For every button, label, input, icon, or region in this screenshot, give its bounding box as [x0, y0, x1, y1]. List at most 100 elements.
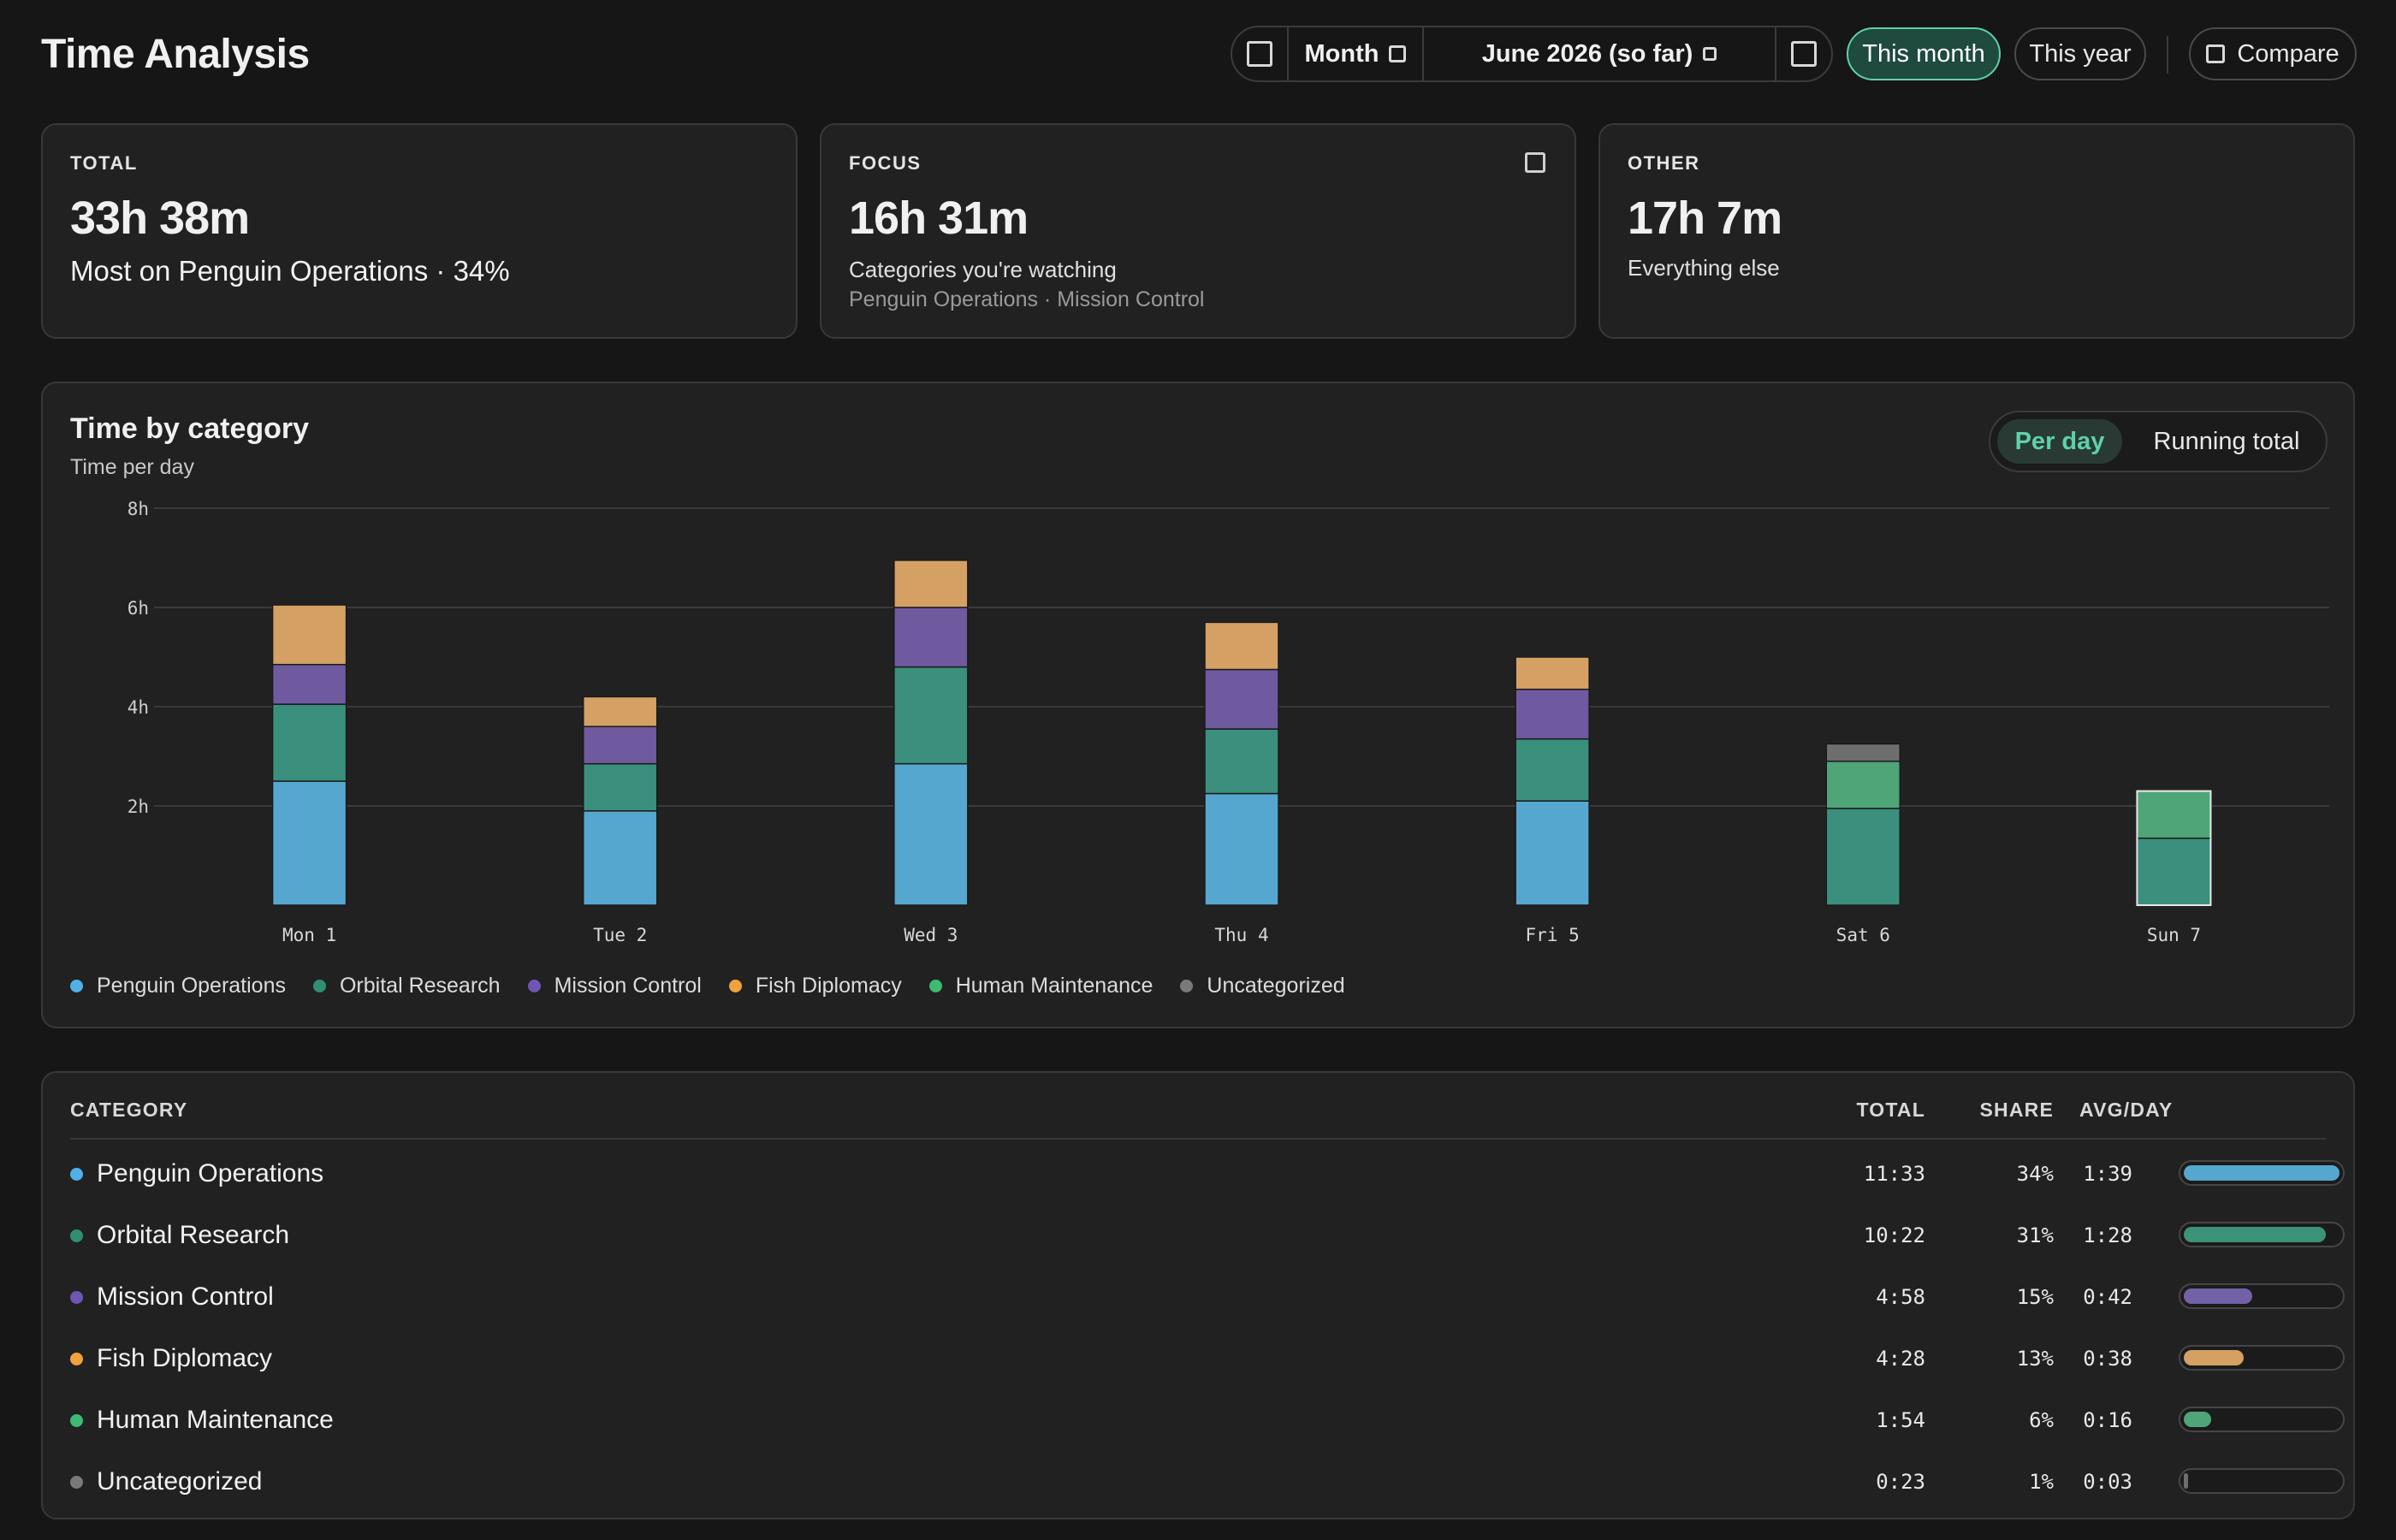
period-picker[interactable]: June 2026 (so far): [1424, 27, 1775, 80]
legend-dot-icon: [527, 980, 541, 992]
bar-segment-fish-diplomacy[interactable]: [582, 696, 658, 727]
column-header-avg[interactable]: AVG/DAY: [2079, 1099, 2174, 1121]
legend-item[interactable]: Mission Control: [527, 974, 702, 998]
table-row[interactable]: Uncategorized 0:23 1% 0:03: [70, 1451, 2345, 1513]
per-day-toggle[interactable]: Per day: [1997, 419, 2122, 464]
bar-segment-penguin-operations[interactable]: [1204, 792, 1279, 906]
legend-item[interactable]: Penguin Operations: [70, 974, 286, 998]
bar-segment-penguin-operations[interactable]: [271, 780, 347, 906]
compare-button[interactable]: Compare: [2189, 27, 2357, 80]
total-cell: 4:58: [1876, 1285, 1925, 1309]
legend-item[interactable]: Uncategorized: [1180, 974, 1345, 998]
chart-card: Time by category Time per day Per day Ru…: [41, 382, 2355, 1028]
bar-segment-penguin-operations[interactable]: [1515, 800, 1590, 906]
other-value: 17h 7m: [1628, 192, 1782, 244]
next-period-button[interactable]: [1776, 27, 1831, 80]
table-row[interactable]: Fish Diplomacy 4:28 13% 0:38: [70, 1328, 2345, 1389]
bar-segment-uncategorized[interactable]: [1825, 743, 1901, 762]
bar-tue-2[interactable]: [582, 696, 658, 906]
bar-segment-orbital-research[interactable]: [1825, 808, 1901, 906]
period-navigator: Month June 2026 (so far): [1231, 26, 1833, 82]
previous-period-button[interactable]: [1232, 27, 1287, 80]
bar-segment-orbital-research[interactable]: [893, 666, 969, 765]
category-dot-icon: [70, 1290, 83, 1304]
divider: [1287, 27, 1289, 80]
bar-segment-fish-diplomacy[interactable]: [1515, 656, 1590, 690]
table-row[interactable]: Mission Control 4:58 15% 0:42: [70, 1266, 2345, 1328]
legend-dot-icon: [1180, 980, 1194, 992]
bar-segment-fish-diplomacy[interactable]: [1204, 621, 1279, 671]
bar-fri-5[interactable]: [1515, 656, 1590, 906]
bar-sat-6[interactable]: [1825, 743, 1901, 906]
avg-cell: 0:42: [2083, 1285, 2132, 1309]
column-header-total[interactable]: TOTAL: [1856, 1099, 1925, 1121]
x-tick-label: Tue 2: [593, 925, 647, 945]
divider: [1422, 27, 1424, 80]
legend-item[interactable]: Orbital Research: [312, 974, 501, 998]
avg-cell: 0:38: [2083, 1347, 2132, 1371]
legend-item[interactable]: Fish Diplomacy: [728, 974, 902, 998]
x-tick-label: Wed 3: [904, 925, 958, 945]
bar-segment-orbital-research[interactable]: [2136, 837, 2212, 906]
chart-legend: Penguin Operations Orbital Research Missio…: [70, 974, 1373, 998]
bar-segment-mission-control[interactable]: [1515, 688, 1590, 740]
category-cell: Mission Control: [70, 1266, 274, 1328]
category-cell: Uncategorized: [70, 1451, 262, 1513]
period-mode-select[interactable]: Month: [1289, 27, 1422, 80]
preset-this-year-button[interactable]: This year: [2014, 27, 2146, 80]
chart-subtitle: Time per day: [70, 455, 194, 479]
bar-wed-3[interactable]: [893, 560, 969, 906]
category-name: Fish Diplomacy: [97, 1344, 273, 1372]
bar-segment-mission-control[interactable]: [893, 607, 969, 668]
chevron-down-icon: [1389, 45, 1407, 62]
total-cell: 1:54: [1876, 1408, 1925, 1432]
bar-segment-orbital-research[interactable]: [1515, 737, 1590, 802]
category-dot-icon: [70, 1352, 83, 1365]
bar-segment-orbital-research[interactable]: [271, 703, 347, 782]
divider: [2167, 36, 2168, 74]
preset-this-month-button[interactable]: This month: [1847, 27, 2001, 80]
bar-sun-7[interactable]: [2136, 790, 2212, 906]
edit-focus-icon[interactable]: [1525, 152, 1545, 173]
avg-cell: 1:39: [2083, 1162, 2132, 1186]
share-cell: 31%: [2016, 1223, 2054, 1247]
table-row[interactable]: Orbital Research 10:22 31% 1:28: [70, 1205, 2345, 1266]
bar-segment-mission-control[interactable]: [582, 726, 658, 765]
category-name: Orbital Research: [97, 1221, 290, 1249]
bar-segment-human-maintenance[interactable]: [2136, 790, 2212, 839]
compare-icon: [2206, 44, 2226, 63]
other-subtitle: Everything else: [1628, 255, 1780, 281]
bar-segment-fish-diplomacy[interactable]: [271, 604, 347, 666]
avg-cell: 0:03: [2083, 1470, 2132, 1494]
table-row[interactable]: Human Maintenance 1:54 6% 0:16: [70, 1389, 2345, 1451]
table-row[interactable]: Penguin Operations 11:33 34% 1:39: [70, 1143, 2345, 1205]
chart-mode-toggle: Per day Running total: [1989, 411, 2328, 472]
x-tick-label: Fri 5: [1526, 925, 1580, 945]
share-bar-fill: [2184, 1288, 2253, 1304]
category-cell: Human Maintenance: [70, 1389, 334, 1451]
column-header-share[interactable]: SHARE: [1979, 1099, 2054, 1121]
share-bar-track: [2179, 1345, 2345, 1371]
bar-mon-1[interactable]: [271, 604, 347, 906]
y-tick-label: 6h: [128, 598, 149, 619]
bar-segment-orbital-research[interactable]: [1204, 728, 1279, 795]
bar-segment-penguin-operations[interactable]: [582, 810, 658, 906]
category-name: Mission Control: [97, 1282, 274, 1311]
share-bar-fill: [2184, 1227, 2327, 1242]
bar-segment-human-maintenance[interactable]: [1825, 761, 1901, 809]
column-header-category[interactable]: CATEGORY: [70, 1099, 188, 1121]
legend-label: Orbital Research: [339, 974, 501, 998]
bar-thu-4[interactable]: [1204, 621, 1279, 906]
bar-segment-mission-control[interactable]: [1204, 668, 1279, 730]
bar-segment-mission-control[interactable]: [271, 663, 347, 705]
bar-segment-orbital-research[interactable]: [582, 762, 658, 812]
share-bar-track: [2179, 1283, 2345, 1309]
bar-segment-fish-diplomacy[interactable]: [893, 560, 969, 608]
total-card: TOTAL 33h 38m Most on Penguin Operations…: [41, 123, 798, 339]
category-table: CATEGORY TOTAL SHARE AVG/DAY Penguin Ope…: [41, 1071, 2355, 1519]
running-total-toggle[interactable]: Running total: [2153, 427, 2300, 455]
compare-label: Compare: [2237, 39, 2340, 68]
legend-item[interactable]: Human Maintenance: [928, 974, 1153, 998]
bar-segment-penguin-operations[interactable]: [893, 762, 969, 906]
share-bar-fill: [2184, 1165, 2340, 1181]
